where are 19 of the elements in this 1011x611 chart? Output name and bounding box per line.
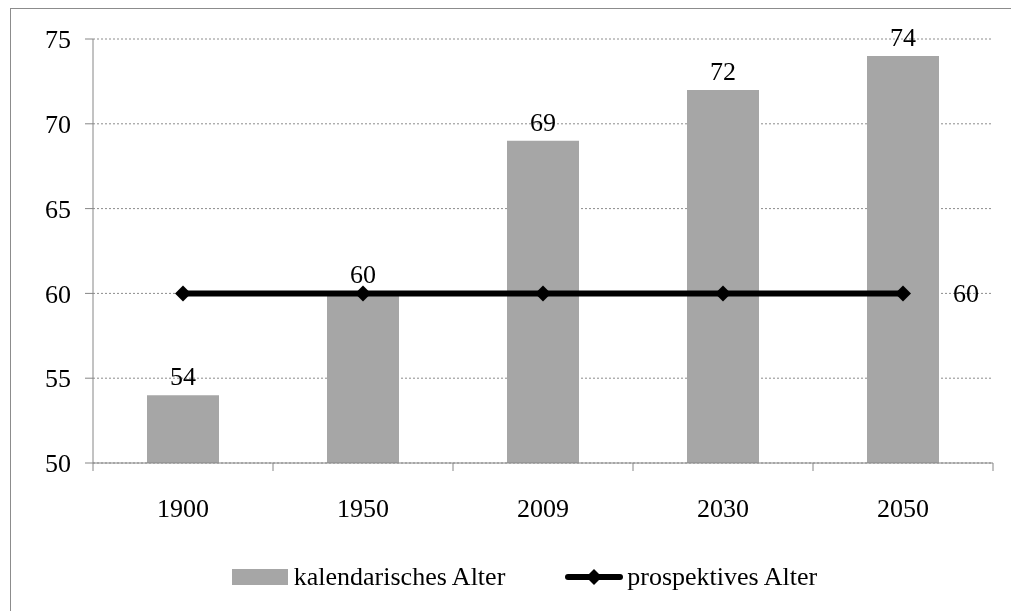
data-label: 74: [890, 22, 916, 52]
y-tick-label: 50: [45, 449, 71, 479]
data-label: 60: [350, 260, 376, 290]
data-label: 72: [710, 56, 736, 86]
data-label: 69: [530, 107, 556, 137]
y-tick-label: 65: [45, 194, 71, 224]
data-label: 54: [170, 362, 196, 392]
y-tick-label: 70: [45, 110, 71, 140]
data-label: 60: [953, 278, 979, 308]
x-tick-label: 1900: [157, 493, 209, 523]
legend-label: kalendarisches Alter: [293, 562, 506, 592]
y-tick-label: 55: [45, 364, 71, 394]
y-tick-label: 75: [45, 25, 71, 55]
y-tick-label: 60: [45, 279, 71, 309]
legend-label: prospektives Alter: [627, 562, 818, 592]
x-tick-label: 2050: [877, 493, 929, 523]
x-tick-label: 2030: [697, 493, 749, 523]
x-tick-label: 1950: [337, 493, 389, 523]
x-tick-label: 2009: [517, 493, 569, 523]
